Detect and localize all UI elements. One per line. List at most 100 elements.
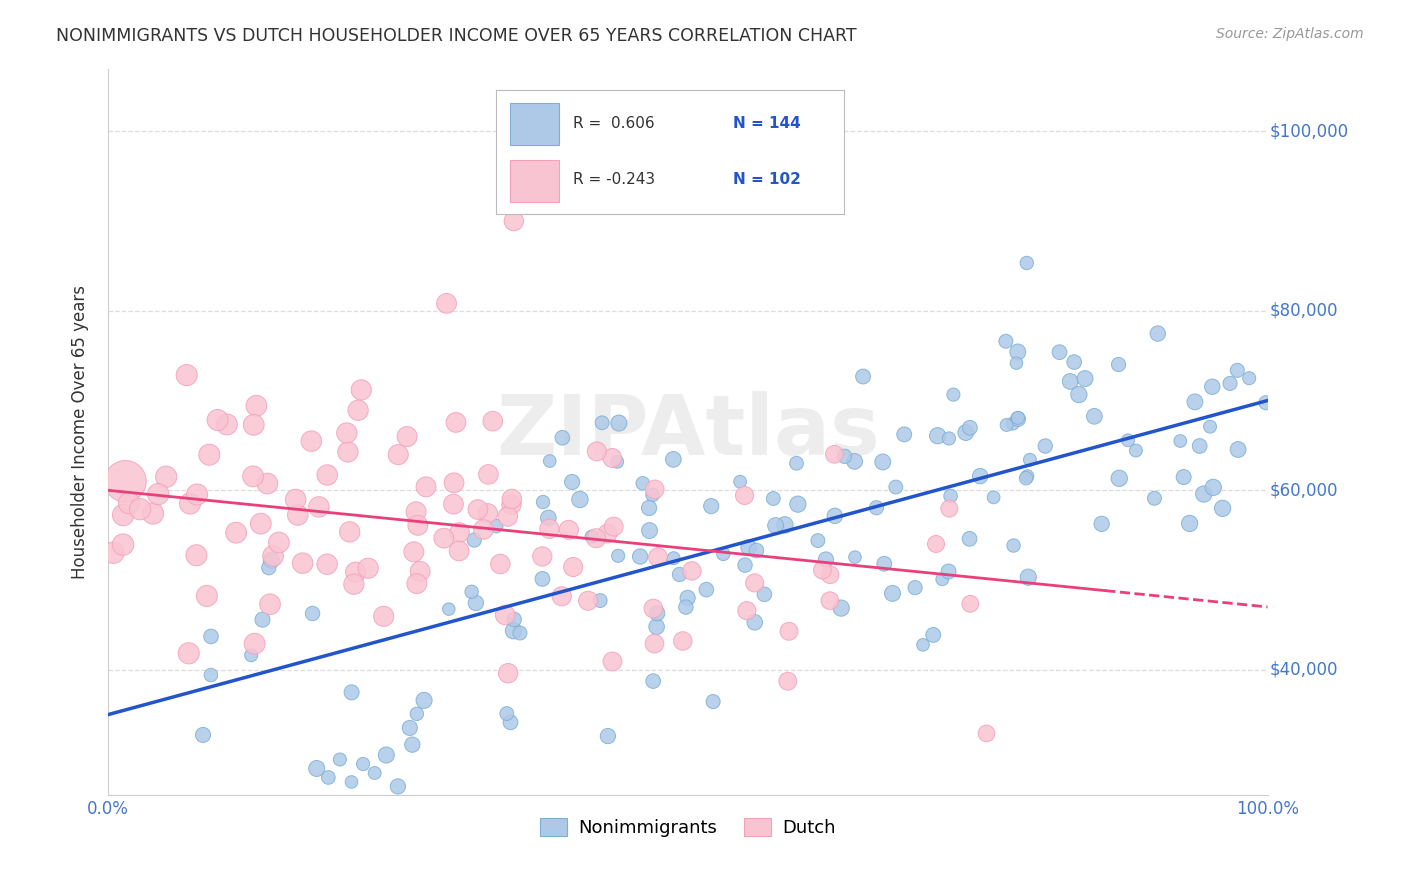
Point <box>873 557 896 571</box>
Point <box>596 729 619 743</box>
Point <box>242 469 264 483</box>
Point <box>773 517 796 532</box>
Point <box>262 549 284 563</box>
Point <box>983 491 1005 505</box>
Point <box>472 523 495 537</box>
Point <box>959 597 981 611</box>
Point <box>443 475 465 490</box>
Point <box>865 500 887 515</box>
Point <box>301 607 323 621</box>
Point <box>207 413 229 427</box>
Point <box>728 475 751 489</box>
Point <box>350 383 373 397</box>
Point <box>198 448 221 462</box>
Point <box>844 454 866 468</box>
Point <box>702 695 724 709</box>
Point <box>402 545 425 559</box>
Point <box>443 497 465 511</box>
Legend: Nonimmigrants, Dutch: Nonimmigrants, Dutch <box>533 811 842 845</box>
Point <box>585 531 607 545</box>
Point <box>413 693 436 707</box>
Point <box>485 519 508 533</box>
Point <box>938 565 960 579</box>
Point <box>551 431 574 445</box>
Point <box>1067 387 1090 401</box>
Point <box>1201 380 1223 394</box>
Point <box>811 563 834 577</box>
Point <box>1143 491 1166 506</box>
Point <box>449 525 471 540</box>
Point <box>250 516 273 531</box>
Point <box>531 495 554 509</box>
Point <box>568 492 591 507</box>
Point <box>1254 395 1277 409</box>
Point <box>308 500 330 514</box>
Point <box>925 537 948 551</box>
Point <box>786 497 808 511</box>
Point <box>1005 356 1028 370</box>
Point <box>340 775 363 789</box>
Point <box>481 414 503 428</box>
Point <box>994 334 1017 349</box>
Point <box>195 589 218 603</box>
Point <box>336 445 359 459</box>
Point <box>357 561 380 575</box>
Point <box>1033 439 1056 453</box>
Point <box>938 501 960 516</box>
Point <box>818 567 841 582</box>
Point <box>823 447 845 461</box>
Point <box>284 492 307 507</box>
Point <box>938 432 960 446</box>
Point <box>1108 471 1130 485</box>
Point <box>738 541 761 555</box>
Point <box>959 532 981 546</box>
Point <box>415 480 437 494</box>
Point <box>305 762 328 776</box>
Point <box>260 553 283 567</box>
Point <box>503 612 526 626</box>
Point <box>336 824 359 838</box>
Point <box>744 575 766 590</box>
Point <box>256 476 278 491</box>
Point <box>904 581 927 595</box>
Text: $100,000: $100,000 <box>1270 122 1348 140</box>
Point <box>695 582 717 597</box>
Point <box>647 550 669 565</box>
Point <box>405 706 427 721</box>
Point <box>576 593 599 607</box>
Point <box>316 558 339 572</box>
Point <box>1091 516 1114 531</box>
Point <box>765 518 787 533</box>
Point <box>496 509 519 524</box>
Point <box>347 403 370 417</box>
Point <box>103 546 125 560</box>
Text: $80,000: $80,000 <box>1270 301 1339 320</box>
Point <box>259 597 281 611</box>
Point <box>406 518 429 533</box>
Point <box>1173 470 1195 484</box>
Point <box>1199 419 1222 434</box>
Point <box>602 655 624 669</box>
Point <box>844 550 866 565</box>
Point <box>252 613 274 627</box>
Point <box>1007 412 1029 426</box>
Point <box>329 752 352 766</box>
Point <box>607 549 630 563</box>
Point <box>405 576 427 591</box>
Point <box>1083 409 1105 424</box>
Point <box>186 487 208 501</box>
Text: Source: ZipAtlas.com: Source: ZipAtlas.com <box>1216 27 1364 41</box>
Point <box>1178 516 1201 531</box>
Point <box>200 668 222 682</box>
Point <box>291 556 314 570</box>
Point <box>668 567 690 582</box>
Point <box>1108 358 1130 372</box>
Point <box>1049 345 1071 359</box>
Point <box>502 214 524 228</box>
Point <box>644 483 666 497</box>
Point <box>215 417 238 432</box>
Point <box>409 565 432 579</box>
Text: NONIMMIGRANTS VS DUTCH HOUSEHOLDER INCOME OVER 65 YEARS CORRELATION CHART: NONIMMIGRANTS VS DUTCH HOUSEHOLDER INCOM… <box>56 27 856 45</box>
Point <box>834 450 856 464</box>
Point <box>645 606 668 620</box>
